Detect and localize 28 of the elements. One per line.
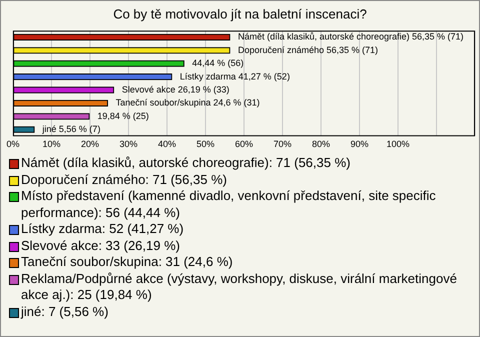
legend-label: Taneční soubor/skupina: 31 (24,6 %) (21, 254, 233, 270)
x-tick-label: 20% (80, 139, 100, 150)
data-label: Taneční soubor/skupina 24,6 % (31) (116, 98, 260, 108)
x-tick-label: 80% (312, 139, 330, 150)
x-tick-label: 100% (386, 139, 410, 150)
chart-title: Co by tě motivovalo jít na baletní inscenaci? (113, 6, 367, 22)
data-label: Slevové akce 26,19 % (33) (122, 84, 230, 94)
legend-label: Reklama/Podpůrné akce (výstavy, workshopy, diskuse, virální marketingové akce aj.): 25 (19,84 %) (21, 270, 458, 304)
legend-label: Místo představení (kamenné divadlo, venkovní představení, site specific performance): 56 (44,44 %) (21, 188, 437, 221)
x-tick-label: 50% (196, 139, 215, 150)
legend-label: jiné: 7 (5,56 %) (21, 304, 108, 320)
data-label: jiné 5,56 % (7) (41, 124, 100, 134)
x-tick-label: 90% (350, 139, 369, 150)
legend-label: Doporučení známého: 71 (56,35 %) (21, 172, 227, 188)
data-label: Doporučení známého 56,35 % (71) (238, 44, 378, 55)
data-label: Námět (díla klasiků, autorské choreografie) 56,35 % (71) (238, 32, 464, 42)
data-label: 19,84 % (25) (97, 110, 149, 121)
x-tick-label: 70% (273, 139, 292, 150)
x-tick-label: 40% (158, 139, 176, 150)
data-label: Lístky zdarma 41,27 % (52) (180, 71, 290, 82)
x-tick-label: 30% (119, 139, 138, 150)
legend-label: Námět (díla klasiků, autorské choreografie): 71 (56,35 %) (21, 155, 350, 172)
x-tick-label: 10% (42, 139, 61, 150)
legend-label: Slevové akce: 33 (26,19 %) (21, 238, 180, 254)
x-tick-label: 60% (234, 139, 254, 150)
x-tick-label: 0% (6, 139, 20, 150)
legend-label: Lístky zdarma: 52 (41,27 %) (21, 221, 184, 238)
data-label: 44,44 % (56) (192, 58, 244, 68)
